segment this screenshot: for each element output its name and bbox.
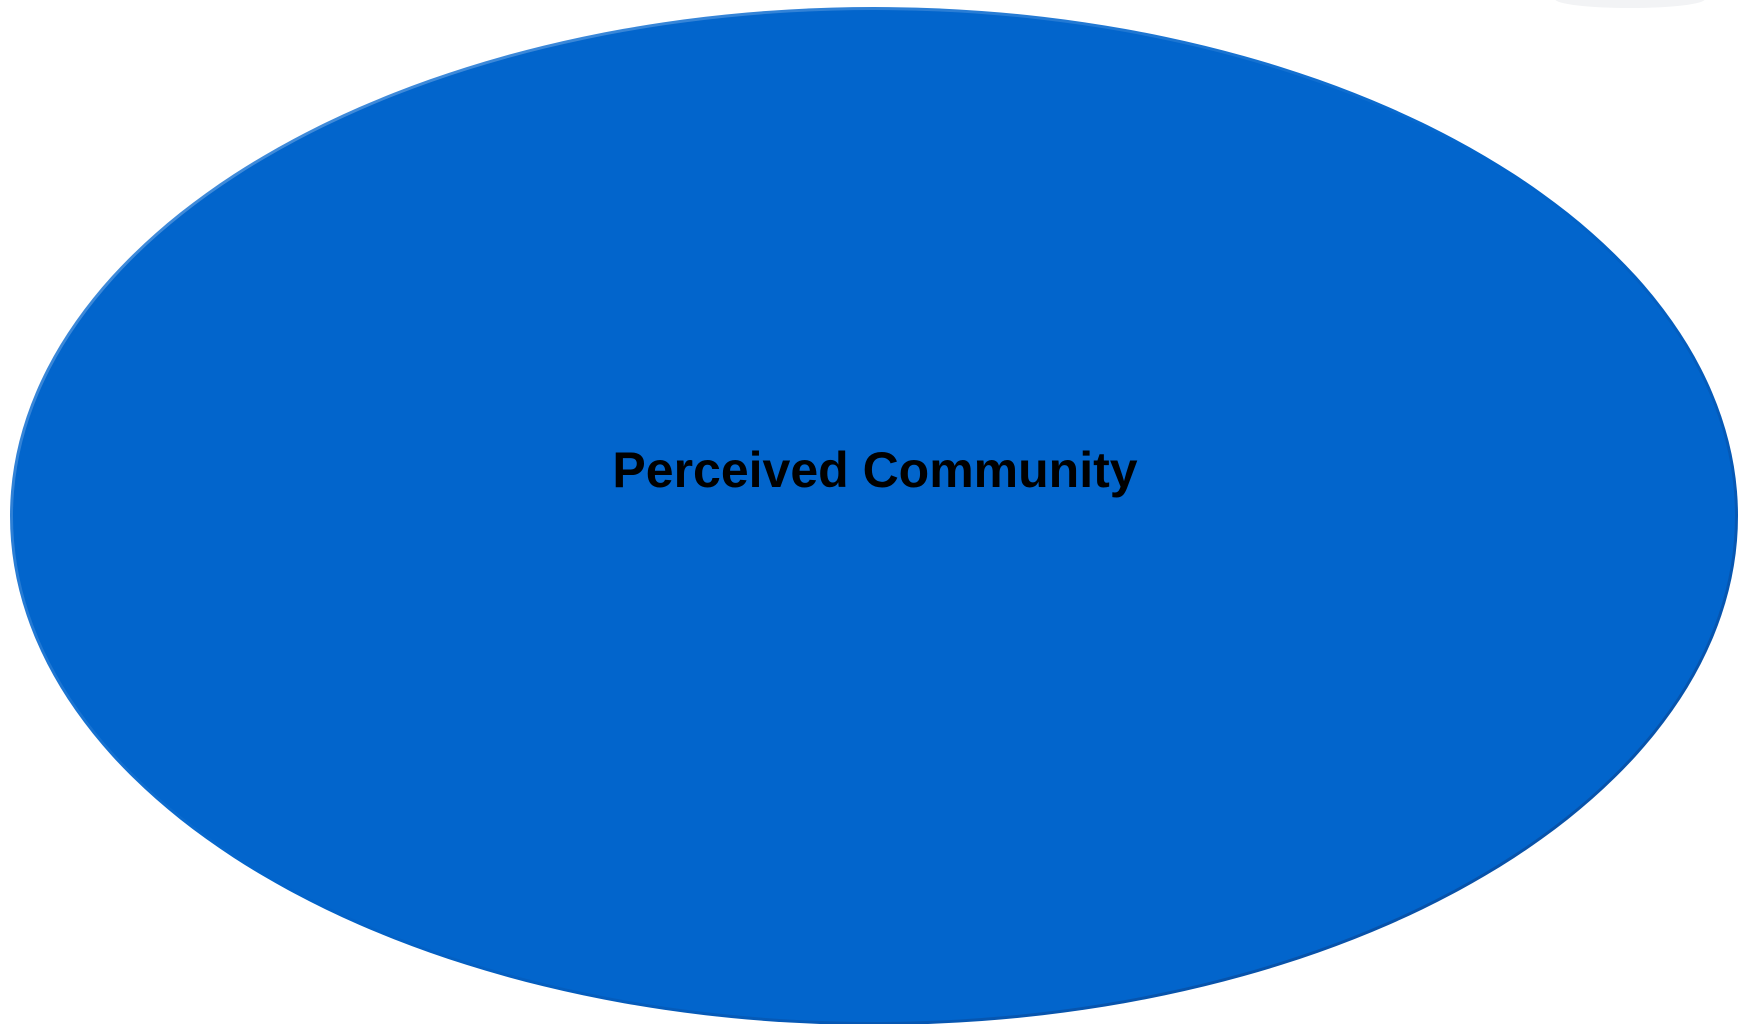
- ellipse-label: Perceived Community: [612, 442, 1138, 498]
- perceived-community-ellipse[interactable]: [13, 10, 1735, 1022]
- corner-artifact: [1555, 0, 1705, 8]
